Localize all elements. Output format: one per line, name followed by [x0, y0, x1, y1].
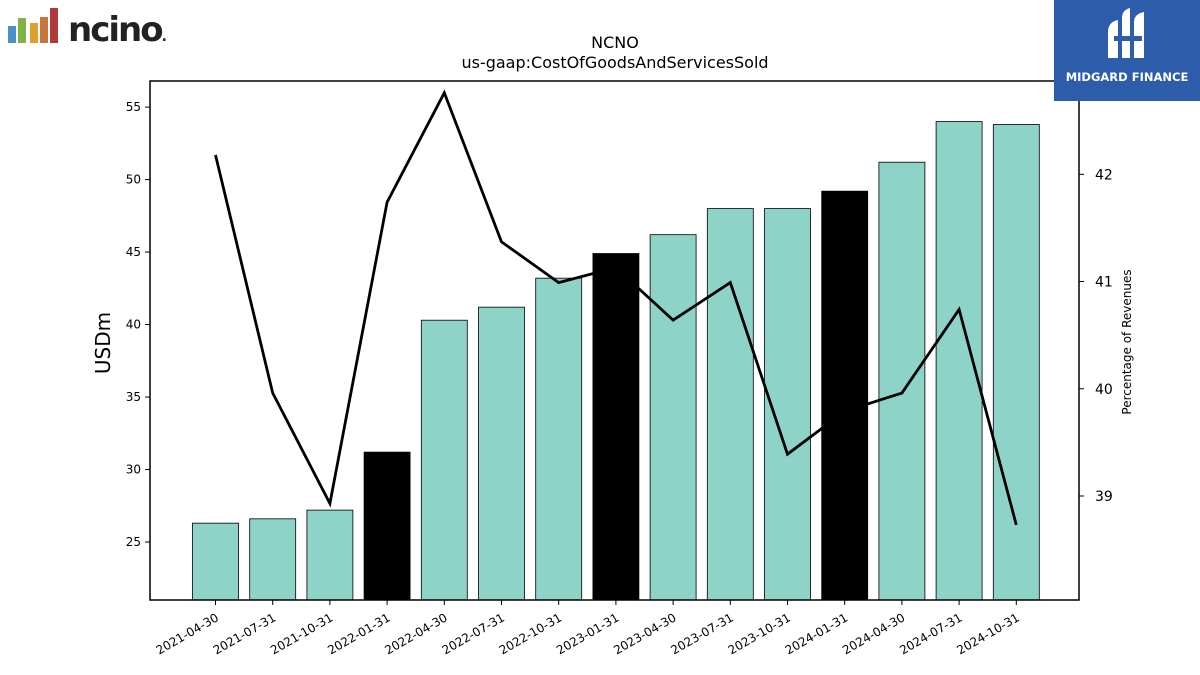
chart-title: NCNO — [591, 33, 639, 52]
y2-tick-label: 40 — [1095, 382, 1113, 398]
y2-axis-label: Percentage of Revenues — [1120, 269, 1134, 414]
x-tick-label: 2021-07-31 — [211, 610, 278, 657]
plot-frame — [149, 80, 1080, 601]
x-tick-label: 2023-01-31 — [554, 610, 621, 657]
x-tick-label: 2024-01-31 — [783, 610, 850, 657]
x-tick-label: 2023-10-31 — [726, 610, 793, 657]
midgard-mark-icon — [1108, 8, 1144, 58]
y-tick-label: 25 — [126, 535, 141, 549]
y-tick-label: 30 — [126, 463, 141, 477]
bar-2021-07-31 — [249, 518, 297, 601]
bar-2021-04-30 — [192, 522, 239, 601]
ncino-bars-icon — [8, 8, 58, 43]
x-tick-label: 2021-10-31 — [268, 610, 335, 657]
x-tick-label: 2022-01-31 — [325, 610, 392, 657]
y-tick-label: 35 — [126, 390, 141, 404]
y2-tick-label: 39 — [1095, 489, 1113, 505]
y-tick-label: 55 — [126, 100, 141, 114]
x-tick-label: 2022-10-31 — [497, 610, 564, 657]
ncino-logo: ncino. — [6, 6, 167, 50]
bar-2022-04-30 — [420, 319, 468, 601]
bar-2023-01-31 — [592, 253, 640, 601]
x-tick-label: 2021-04-30 — [154, 610, 221, 657]
line-group — [214, 89, 1018, 526]
bar-2023-07-31 — [706, 208, 754, 601]
bar-2024-10-31 — [992, 124, 1040, 601]
ncino-logo-text: ncino. — [68, 10, 167, 50]
x-tick-label: 2024-07-31 — [897, 610, 964, 657]
y-tick-label: 45 — [126, 245, 141, 259]
x-tick-label: 2022-04-30 — [382, 610, 449, 657]
y-axis-label: USDm — [91, 312, 115, 374]
bars-group — [192, 121, 1040, 601]
x-tick-label: 2023-04-30 — [611, 610, 678, 657]
y2-tick-label: 42 — [1095, 167, 1113, 183]
y2-axis-ticks: 39 40 41 42 — [1079, 167, 1113, 505]
chart-subtitle: us-gaap:CostOfGoodsAndServicesSold — [461, 53, 768, 72]
bar-2024-04-30 — [878, 161, 926, 601]
y2-tick-label: 41 — [1095, 275, 1113, 291]
y-axis-ticks: 25 30 35 40 45 50 55 — [126, 100, 150, 549]
x-tick-label: 2023-07-31 — [668, 610, 735, 657]
x-axis-ticks: 2021-04-302021-07-312021-10-312022-01-31… — [154, 600, 1022, 657]
bar-2021-10-31 — [306, 509, 354, 601]
midgard-logo-text: MIDGARD FINANCE — [1065, 70, 1189, 84]
x-tick-label: 2022-07-31 — [440, 610, 507, 657]
bar-2022-10-31 — [535, 277, 583, 601]
bar-2022-01-31 — [363, 451, 411, 601]
bar-2024-01-31 — [821, 190, 869, 601]
y-tick-label: 50 — [126, 173, 141, 187]
y-tick-label: 40 — [126, 318, 141, 332]
x-tick-label: 2024-10-31 — [954, 610, 1021, 657]
bar-2022-07-31 — [478, 306, 525, 601]
x-tick-label: 2024-04-30 — [840, 610, 907, 657]
midgard-finance-logo: MIDGARD FINANCE — [1054, 0, 1200, 101]
bar-2023-04-30 — [649, 234, 697, 601]
percentage-line — [214, 89, 1018, 526]
bar-2024-07-31 — [935, 121, 983, 601]
